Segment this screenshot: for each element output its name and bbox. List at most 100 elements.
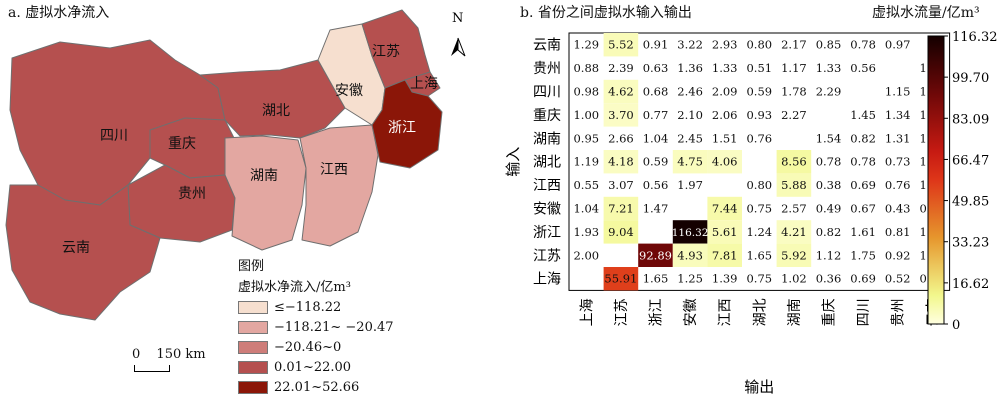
cell-value: 1.78 bbox=[781, 85, 807, 99]
cell-value: 9.04 bbox=[608, 225, 634, 239]
heatmap-cell bbox=[672, 220, 708, 244]
cell-value: 0.97 bbox=[885, 38, 911, 52]
cell-value: 1.93 bbox=[573, 225, 599, 239]
label-jiangxi: 江西 bbox=[320, 162, 348, 178]
x-tick-label: 重庆 bbox=[822, 298, 838, 326]
x-tick-label: 江苏 bbox=[614, 298, 630, 326]
cell-value: 2.57 bbox=[781, 202, 807, 216]
cell-value: 1.00 bbox=[573, 108, 599, 122]
cell-value: 4.75 bbox=[677, 155, 703, 169]
cell-value: 7.81 bbox=[712, 248, 738, 262]
region-hubei bbox=[199, 59, 346, 139]
region-yunnan bbox=[5, 184, 161, 321]
cell-value: 1.36 bbox=[677, 61, 703, 75]
cell-value: 0.52 bbox=[885, 272, 911, 286]
x-tick-label: 安徽 bbox=[683, 298, 699, 326]
cell-value: 1.97 bbox=[677, 178, 703, 192]
y-tick-label: 浙江 bbox=[533, 225, 561, 241]
cell-value: 0.55 bbox=[573, 178, 599, 192]
cell-value: 1.15 bbox=[885, 85, 911, 99]
colorbar-tick-label: 33.23 bbox=[952, 236, 989, 251]
colorbar-tick-label: 16.62 bbox=[952, 277, 989, 292]
cell-value: 2.09 bbox=[712, 85, 738, 99]
cell-value: 4.18 bbox=[608, 155, 634, 169]
region-jiangxi bbox=[299, 124, 379, 247]
label-sichuan: 四川 bbox=[100, 128, 128, 144]
label-yunnan: 云南 bbox=[62, 240, 90, 256]
cell-value: 116.32 bbox=[672, 227, 709, 239]
cell-value: 1.04 bbox=[643, 131, 669, 145]
scale-zero: 0 bbox=[132, 347, 141, 362]
label-jiangsu: 江苏 bbox=[372, 44, 400, 60]
region-zhejiang bbox=[371, 79, 443, 169]
cell-value: 2.66 bbox=[608, 131, 634, 145]
cell-value: 0.93 bbox=[746, 108, 772, 122]
cell-value: 0.80 bbox=[746, 38, 772, 52]
label-anhui: 安徽 bbox=[335, 83, 363, 99]
legend-label: 0.01~22.00 bbox=[274, 359, 352, 375]
cell-value: 2.45 bbox=[677, 131, 703, 145]
cell-value: 4.06 bbox=[712, 155, 738, 169]
north-label: N bbox=[452, 11, 463, 26]
scale-bar: 0 150 km bbox=[132, 347, 206, 372]
cell-value: 0.51 bbox=[746, 61, 772, 75]
label-chongqing: 重庆 bbox=[168, 136, 196, 152]
cell-value: 0.95 bbox=[573, 131, 599, 145]
heatmap-title: b. 省份之间虚拟水输入输出 bbox=[520, 5, 692, 21]
cell-value: 2.27 bbox=[781, 108, 807, 122]
legend-swatch bbox=[238, 320, 268, 334]
heatmap-cell bbox=[707, 220, 742, 244]
cell-value: 3.70 bbox=[608, 108, 634, 122]
cell-value: 1.45 bbox=[850, 108, 876, 122]
colorbar-tick-label: 66.47 bbox=[952, 153, 989, 168]
heatmap-cell bbox=[603, 150, 639, 174]
cell-value: 5.61 bbox=[712, 225, 738, 239]
colorbar-tick-label: 99.70 bbox=[952, 71, 989, 86]
cell-value: 0.59 bbox=[746, 85, 772, 99]
cell-value: 0.69 bbox=[850, 178, 876, 192]
y-axis-label: 输入 bbox=[504, 147, 522, 177]
y-tick-label: 四川 bbox=[533, 85, 561, 101]
legend-label: −118.21~ −20.47 bbox=[274, 319, 394, 335]
y-tick-label: 江苏 bbox=[533, 248, 561, 264]
cell-value: 0.38 bbox=[816, 178, 842, 192]
legend-heading: 图例 bbox=[238, 259, 265, 274]
cell-value: 4.62 bbox=[608, 85, 634, 99]
y-tick-label: 江西 bbox=[533, 178, 561, 194]
cell-value: 0.49 bbox=[816, 202, 842, 216]
legend-item: 22.01~52.66 bbox=[238, 377, 394, 397]
cell-value: 1.61 bbox=[850, 225, 876, 239]
x-tick-label: 贵州 bbox=[891, 298, 907, 326]
cell-value: 0.68 bbox=[643, 85, 669, 99]
cell-value: 1.33 bbox=[816, 61, 842, 75]
legend-item: 0.01~22.00 bbox=[238, 357, 394, 377]
scale-bar-line bbox=[134, 365, 170, 372]
heatmap-cell bbox=[707, 196, 742, 221]
cell-value: 0.78 bbox=[850, 155, 876, 169]
heatmap-cell bbox=[603, 267, 639, 291]
cell-value: 1.47 bbox=[643, 202, 669, 216]
cell-value: 2.10 bbox=[677, 108, 703, 122]
cell-value: 4.93 bbox=[677, 248, 703, 262]
scale-label: 150 km bbox=[156, 347, 206, 362]
heatmap-cell bbox=[603, 103, 639, 127]
cell-value: 5.88 bbox=[781, 178, 807, 192]
heatmap-svg: 1.29 5.52 0.91 3.22 2.93 0.80 2.17 0.85 0.78 0.97… bbox=[504, 30, 998, 396]
x-tick-label: 湖南 bbox=[787, 298, 803, 326]
heatmap-panel: b. 省份之间虚拟水输入输出 虚拟水流量/亿m³ 1.29 5.52 0.91 3.2… bbox=[500, 0, 1000, 400]
cell-value: 1.75 bbox=[850, 248, 876, 262]
cell-value: 1.33 bbox=[712, 61, 738, 75]
cell-value: 0.43 bbox=[885, 202, 911, 216]
y-tick-label: 上海 bbox=[533, 272, 561, 288]
legend-label: −20.46~0 bbox=[274, 339, 342, 355]
label-hunan: 湖南 bbox=[250, 168, 278, 184]
cell-value: 1.65 bbox=[746, 248, 772, 262]
heatmap-cell bbox=[707, 150, 742, 174]
y-tick-label: 湖北 bbox=[533, 155, 561, 171]
cell-value: 2.06 bbox=[712, 108, 738, 122]
north-arrow-icon: N bbox=[451, 11, 466, 57]
cell-value: 2.46 bbox=[677, 85, 703, 99]
heatmap-cell bbox=[776, 243, 812, 267]
cell-value: 0.77 bbox=[643, 108, 669, 122]
heatmap-cell bbox=[707, 243, 742, 267]
